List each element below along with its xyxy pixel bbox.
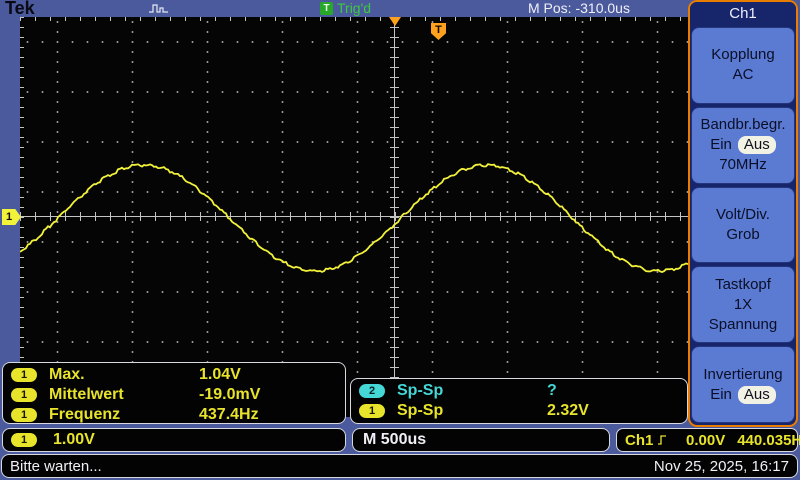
trigger-point-icon[interactable]: T [431,23,446,40]
graticule [20,17,688,417]
channel1-waveform-trace [20,163,688,273]
measurement-name: Frequenz [49,406,121,423]
softkey-kopplung[interactable]: Kopplung AC [691,27,795,104]
ch1-scale-box: 1 1.00V [2,428,346,452]
softkey-label: Volt/Div. [716,205,770,223]
softkey-voltdiv[interactable]: Volt/Div. Grob [691,186,795,264]
toggle-ein: Ein [710,136,732,154]
menu-title: Ch1 [690,2,796,26]
horizontal-position-readout: M Pos: -310.0us [528,0,630,16]
softkey-value: Grob [726,225,760,243]
measurement-row: 1 Max. 1.04V [3,365,345,385]
measurement-value: ? [547,382,557,399]
trigger-frequency: 440.035Hz [737,431,800,449]
softkey-value: 70MHz [719,156,767,174]
trigger-level: 0.00V [686,431,726,449]
measurement-name: Sp-Sp [397,402,444,419]
trigger-position-marker-icon[interactable] [389,17,401,26]
toggle-ein-aus: Ein Aus [710,385,776,404]
timebase-box: M 500us [352,428,610,452]
datetime: Nov 25, 2025, 16:17 [653,457,789,475]
measurement-row: 1 Sp-Sp 2.32V [351,401,687,421]
softkey-label: Tastkopf [715,275,771,293]
measurement-value: 437.4Hz [199,406,259,423]
softkey-value: AC [732,66,754,84]
trigger-source: Ch1 [625,431,654,449]
measurement-value: 1.04V [199,366,241,383]
measurement-value: 2.32V [547,402,589,419]
softkey-bandbreite[interactable]: Bandbr.begr. Ein Aus 70MHz [691,106,795,184]
softkey-value: Spannung [708,315,778,333]
softkey-label: Invertierung [703,365,783,383]
channel1-position-marker[interactable]: 1 [2,209,21,225]
toggle-aus-selected: Aus [737,385,776,404]
softkey-invertierung[interactable]: Invertierung Ein Aus [691,346,795,423]
rising-edge-icon [658,435,667,445]
softkey-label: Kopplung [711,46,775,64]
channel1-badge: 1 [11,388,37,402]
trigger-level-freq-box: 0.00V 440.035Hz [686,428,800,452]
measurement-value: -19.0mV [199,386,261,403]
measurement-box-ch1: 1 Max. 1.04V 1 Mittelwert -19.0mV 1 Freq… [2,362,346,424]
toggle-ein: Ein [710,385,732,403]
softkey-menu-ch1: Ch1 Kopplung AC Bandbr.begr. Ein Aus 70M… [688,0,798,427]
measurement-row: 1 Frequenz 437.4Hz [3,405,345,425]
toggle-aus-selected: Aus [737,136,776,155]
measurement-name: Mittelwert [49,386,124,403]
softkey-value: 1X [733,295,753,313]
measurement-row: 2 Sp-Sp ? [351,381,687,401]
channel1-badge: 1 [11,433,37,447]
trigger-readout-box: Ch1 [616,428,686,452]
measurement-name: Max. [49,366,85,383]
trigger-status-text: Trig'd [337,0,372,16]
softkey-tastkopf[interactable]: Tastkopf 1X Spannung [691,266,795,344]
channel1-badge: 1 [11,368,37,382]
ch1-volts-per-div: 1.00V [53,431,95,448]
tek-logo: Tek [5,0,35,18]
softkey-label: Bandbr.begr. [700,116,786,134]
measurement-name: Sp-Sp [397,382,444,399]
measurement-box-pkpk: 2 Sp-Sp ? 1 Sp-Sp 2.32V [350,378,688,424]
channel2-badge: 2 [359,384,385,398]
channel1-badge: 1 [11,408,37,422]
top-edge-ticks [20,17,688,21]
status-message: Bitte warten... [10,457,102,475]
menu-buttons: Kopplung AC Bandbr.begr. Ein Aus 70MHz V… [690,26,796,425]
status-bar: Bitte warten... Nov 25, 2025, 16:17 [1,454,798,478]
horizontal-center-axis [20,216,688,217]
toggle-ein-aus: Ein Aus [710,136,776,155]
acquisition-sample-icon [149,4,168,13]
measurement-row: 1 Mittelwert -19.0mV [3,385,345,405]
time-per-div: M 500us [363,431,427,448]
trigger-status-icon: T [320,2,333,15]
channel1-badge: 1 [359,404,385,418]
